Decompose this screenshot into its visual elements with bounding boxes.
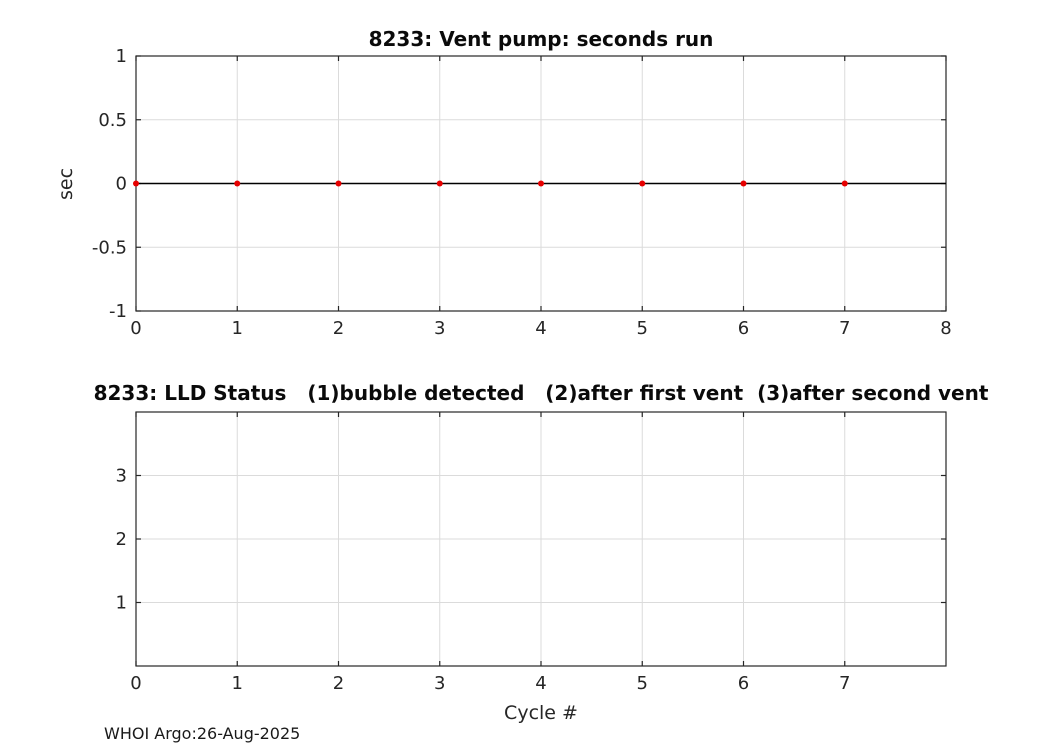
data-point bbox=[841, 180, 848, 187]
plot2-title: 8233: LLD Status (1)bubble detected (2)a… bbox=[93, 381, 989, 405]
data-point bbox=[436, 180, 443, 187]
data-point bbox=[538, 180, 544, 187]
y-tick-label: -1 bbox=[109, 301, 127, 322]
x-tick-label: 3 bbox=[434, 673, 445, 694]
x-tick-label: 5 bbox=[637, 318, 648, 339]
y-tick-label: 2 bbox=[116, 529, 127, 550]
x-tick-label: 6 bbox=[738, 673, 749, 694]
data-point bbox=[234, 180, 241, 187]
x-tick-label: 1 bbox=[232, 673, 243, 694]
x-tick-label: 3 bbox=[434, 318, 445, 339]
data-point bbox=[639, 180, 646, 187]
x-tick-label: 0 bbox=[130, 673, 141, 694]
x-tick-label: 2 bbox=[333, 673, 344, 694]
footer-text: WHOI Argo:26-Aug-2025 bbox=[104, 724, 301, 743]
data-point bbox=[335, 180, 342, 187]
plot1-axes: 0 1 2 3 4 5 6 7 8 -1 -0.5 0 0.5 1 bbox=[92, 46, 952, 339]
x-tick-label: 0 bbox=[130, 318, 141, 339]
y-tick-label: -0.5 bbox=[92, 237, 127, 258]
data-point bbox=[740, 180, 747, 187]
x-tick-label: 7 bbox=[839, 673, 850, 694]
y-tick-label: 0 bbox=[116, 174, 127, 195]
data-point bbox=[133, 180, 139, 187]
x-tick-label: 4 bbox=[535, 673, 546, 694]
y-tick-label: 1 bbox=[116, 593, 127, 614]
x-tick-label: 1 bbox=[232, 318, 243, 339]
x-tick-label: 2 bbox=[333, 318, 344, 339]
x-tick-label: 4 bbox=[535, 318, 546, 339]
plot2-axes: 0 1 2 3 4 5 6 7 1 2 3 bbox=[116, 411, 947, 694]
y-tick-label: 0.5 bbox=[98, 110, 127, 131]
plot1-y-axis-label: sec bbox=[55, 167, 77, 201]
plot2-x-axis-label: Cycle # bbox=[504, 702, 578, 724]
x-tick-label: 6 bbox=[738, 318, 749, 339]
y-tick-label: 3 bbox=[116, 466, 127, 487]
plot1-title: 8233: Vent pump: seconds run bbox=[368, 27, 714, 51]
x-tick-label: 5 bbox=[637, 673, 648, 694]
x-tick-label: 8 bbox=[940, 318, 951, 339]
y-tick-label: 1 bbox=[116, 46, 127, 67]
plot-box bbox=[135, 411, 947, 667]
x-tick-label: 7 bbox=[839, 318, 850, 339]
